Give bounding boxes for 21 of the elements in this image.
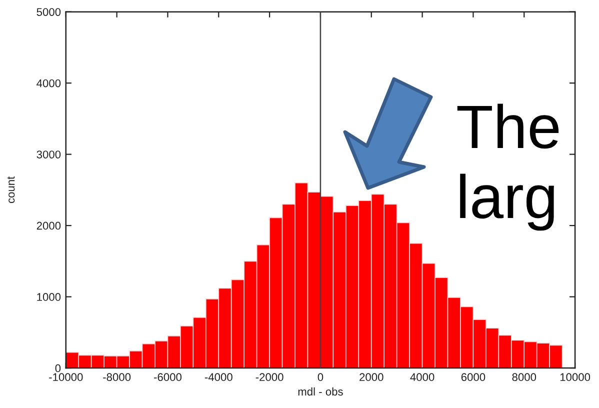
- y-tick-label: 5000: [36, 8, 61, 16]
- y-tick-label: 2000: [36, 222, 61, 230]
- y-tick-label: 3000: [36, 150, 61, 158]
- x-axis-title: mdl - obs: [298, 387, 343, 396]
- x-tick-label: -10000: [49, 373, 83, 382]
- y-tick-label: 0: [55, 364, 61, 372]
- x-tick-label: 4000: [410, 373, 434, 382]
- y-axis-title: count: [7, 176, 15, 204]
- y-tick-label: 4000: [36, 79, 61, 88]
- x-tick-label: -4000: [204, 373, 232, 382]
- x-tick-label: 10000: [560, 373, 590, 382]
- x-tick-label: -2000: [256, 373, 284, 382]
- x-tick-label: -6000: [154, 373, 182, 382]
- annotation: larg: [460, 174, 554, 231]
- x-tick-label: 6000: [461, 373, 486, 382]
- x-tick-label: 2000: [360, 373, 384, 382]
- x-tick-label: -8000: [103, 373, 131, 382]
- annotation: The: [457, 104, 559, 149]
- y-tick-label: 1000: [37, 293, 61, 301]
- x-tick-label: 0: [318, 373, 324, 382]
- x-tick-label: 8000: [512, 373, 536, 382]
